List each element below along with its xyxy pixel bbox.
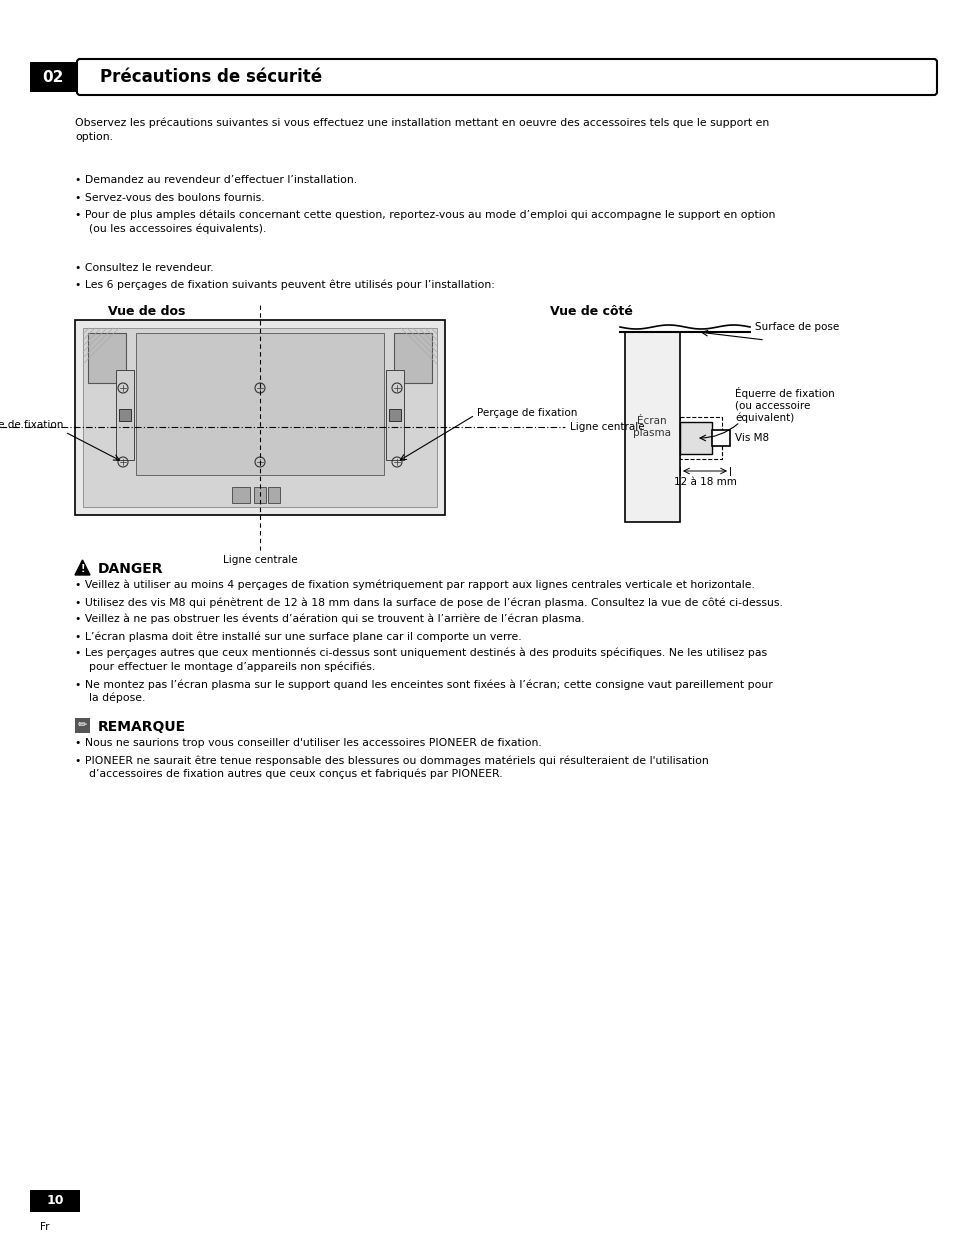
Text: Perçage de fixation: Perçage de fixation [0, 420, 63, 430]
Text: • Utilisez des vis M8 qui pénètrent de 12 à 18 mm dans la surface de pose de l’é: • Utilisez des vis M8 qui pénètrent de 1… [75, 598, 782, 608]
Text: • Les 6 perçages de fixation suivants peuvent être utilisés pour l’installation:: • Les 6 perçages de fixation suivants pe… [75, 280, 495, 290]
Text: • Veillez à utiliser au moins 4 perçages de fixation symétriquement par rapport : • Veillez à utiliser au moins 4 perçages… [75, 580, 754, 590]
Text: !: ! [80, 564, 85, 574]
Bar [30, 1190, 80, 1211]
Bar [394, 332, 432, 383]
Bar [268, 487, 280, 503]
Text: Vue de dos: Vue de dos [108, 305, 185, 317]
FancyBboxPatch shape [77, 59, 936, 95]
Bar [253, 487, 266, 503]
Text: • Demandez au revendeur d’effectuer l’installation.: • Demandez au revendeur d’effectuer l’in… [75, 176, 356, 186]
Bar [75, 718, 90, 733]
Bar [83, 327, 436, 507]
Bar [679, 417, 721, 459]
Text: Ligne centrale: Ligne centrale [569, 422, 644, 432]
Text: • Pour de plus amples détails concernant cette question, reportez-vous au mode d: • Pour de plus amples détails concernant… [75, 210, 775, 234]
Bar [386, 370, 403, 459]
Text: Vis M8: Vis M8 [734, 433, 768, 443]
Text: Écran
plasma: Écran plasma [633, 416, 670, 438]
Bar [679, 422, 711, 454]
Text: • Veillez à ne pas obstruer les évents d’aération qui se trouvent à l’arrière de: • Veillez à ne pas obstruer les évents d… [75, 614, 584, 625]
Bar [624, 332, 679, 522]
Text: Observez les précautions suivantes si vous effectuez une installation mettant en: Observez les précautions suivantes si vo… [75, 118, 768, 142]
Bar [389, 410, 400, 421]
Text: 02: 02 [42, 70, 64, 85]
Bar [136, 332, 384, 476]
Text: Surface de pose: Surface de pose [754, 322, 839, 332]
Text: Équerre de fixation
(ou accessoire
équivalent): Équerre de fixation (ou accessoire équiv… [734, 387, 834, 423]
Text: ✏: ✏ [78, 721, 87, 731]
Text: • L’écran plasma doit être installé sur une surface plane car il comporte un ver: • L’écran plasma doit être installé sur … [75, 631, 521, 641]
Text: • Servez-vous des boulons fournis.: • Servez-vous des boulons fournis. [75, 193, 264, 203]
Text: Perçage de fixation: Perçage de fixation [476, 408, 577, 418]
Text: • Ne montez pas l’écran plasma sur le support quand les enceintes sont fixées à : • Ne montez pas l’écran plasma sur le su… [75, 679, 772, 702]
Bar [75, 320, 444, 515]
Polygon shape [75, 560, 90, 575]
Text: Ligne centrale: Ligne centrale [222, 555, 297, 565]
Text: 12 à 18 mm: 12 à 18 mm [673, 477, 736, 487]
Text: REMARQUE: REMARQUE [98, 720, 186, 735]
Text: • Consultez le revendeur.: • Consultez le revendeur. [75, 263, 213, 273]
Text: DANGER: DANGER [98, 561, 163, 576]
Bar [116, 370, 133, 459]
Text: • Nous ne saurions trop vous conseiller d'utiliser les accessoires PIONEER de fi: • Nous ne saurions trop vous conseiller … [75, 738, 541, 748]
Text: • PIONEER ne saurait être tenue responsable des blessures ou dommages matériels : • PIONEER ne saurait être tenue responsa… [75, 754, 708, 778]
Text: Précautions de sécurité: Précautions de sécurité [100, 68, 322, 86]
Bar [30, 62, 77, 92]
Bar [88, 332, 126, 383]
Bar [232, 487, 250, 503]
Text: Fr: Fr [40, 1223, 50, 1233]
Text: • Les perçages autres que ceux mentionnés ci-dessus sont uniquement destinés à d: • Les perçages autres que ceux mentionné… [75, 647, 766, 671]
Bar [119, 410, 131, 421]
Text: 10: 10 [46, 1194, 64, 1208]
Text: Vue de côté: Vue de côté [550, 305, 632, 317]
Bar [711, 430, 729, 446]
